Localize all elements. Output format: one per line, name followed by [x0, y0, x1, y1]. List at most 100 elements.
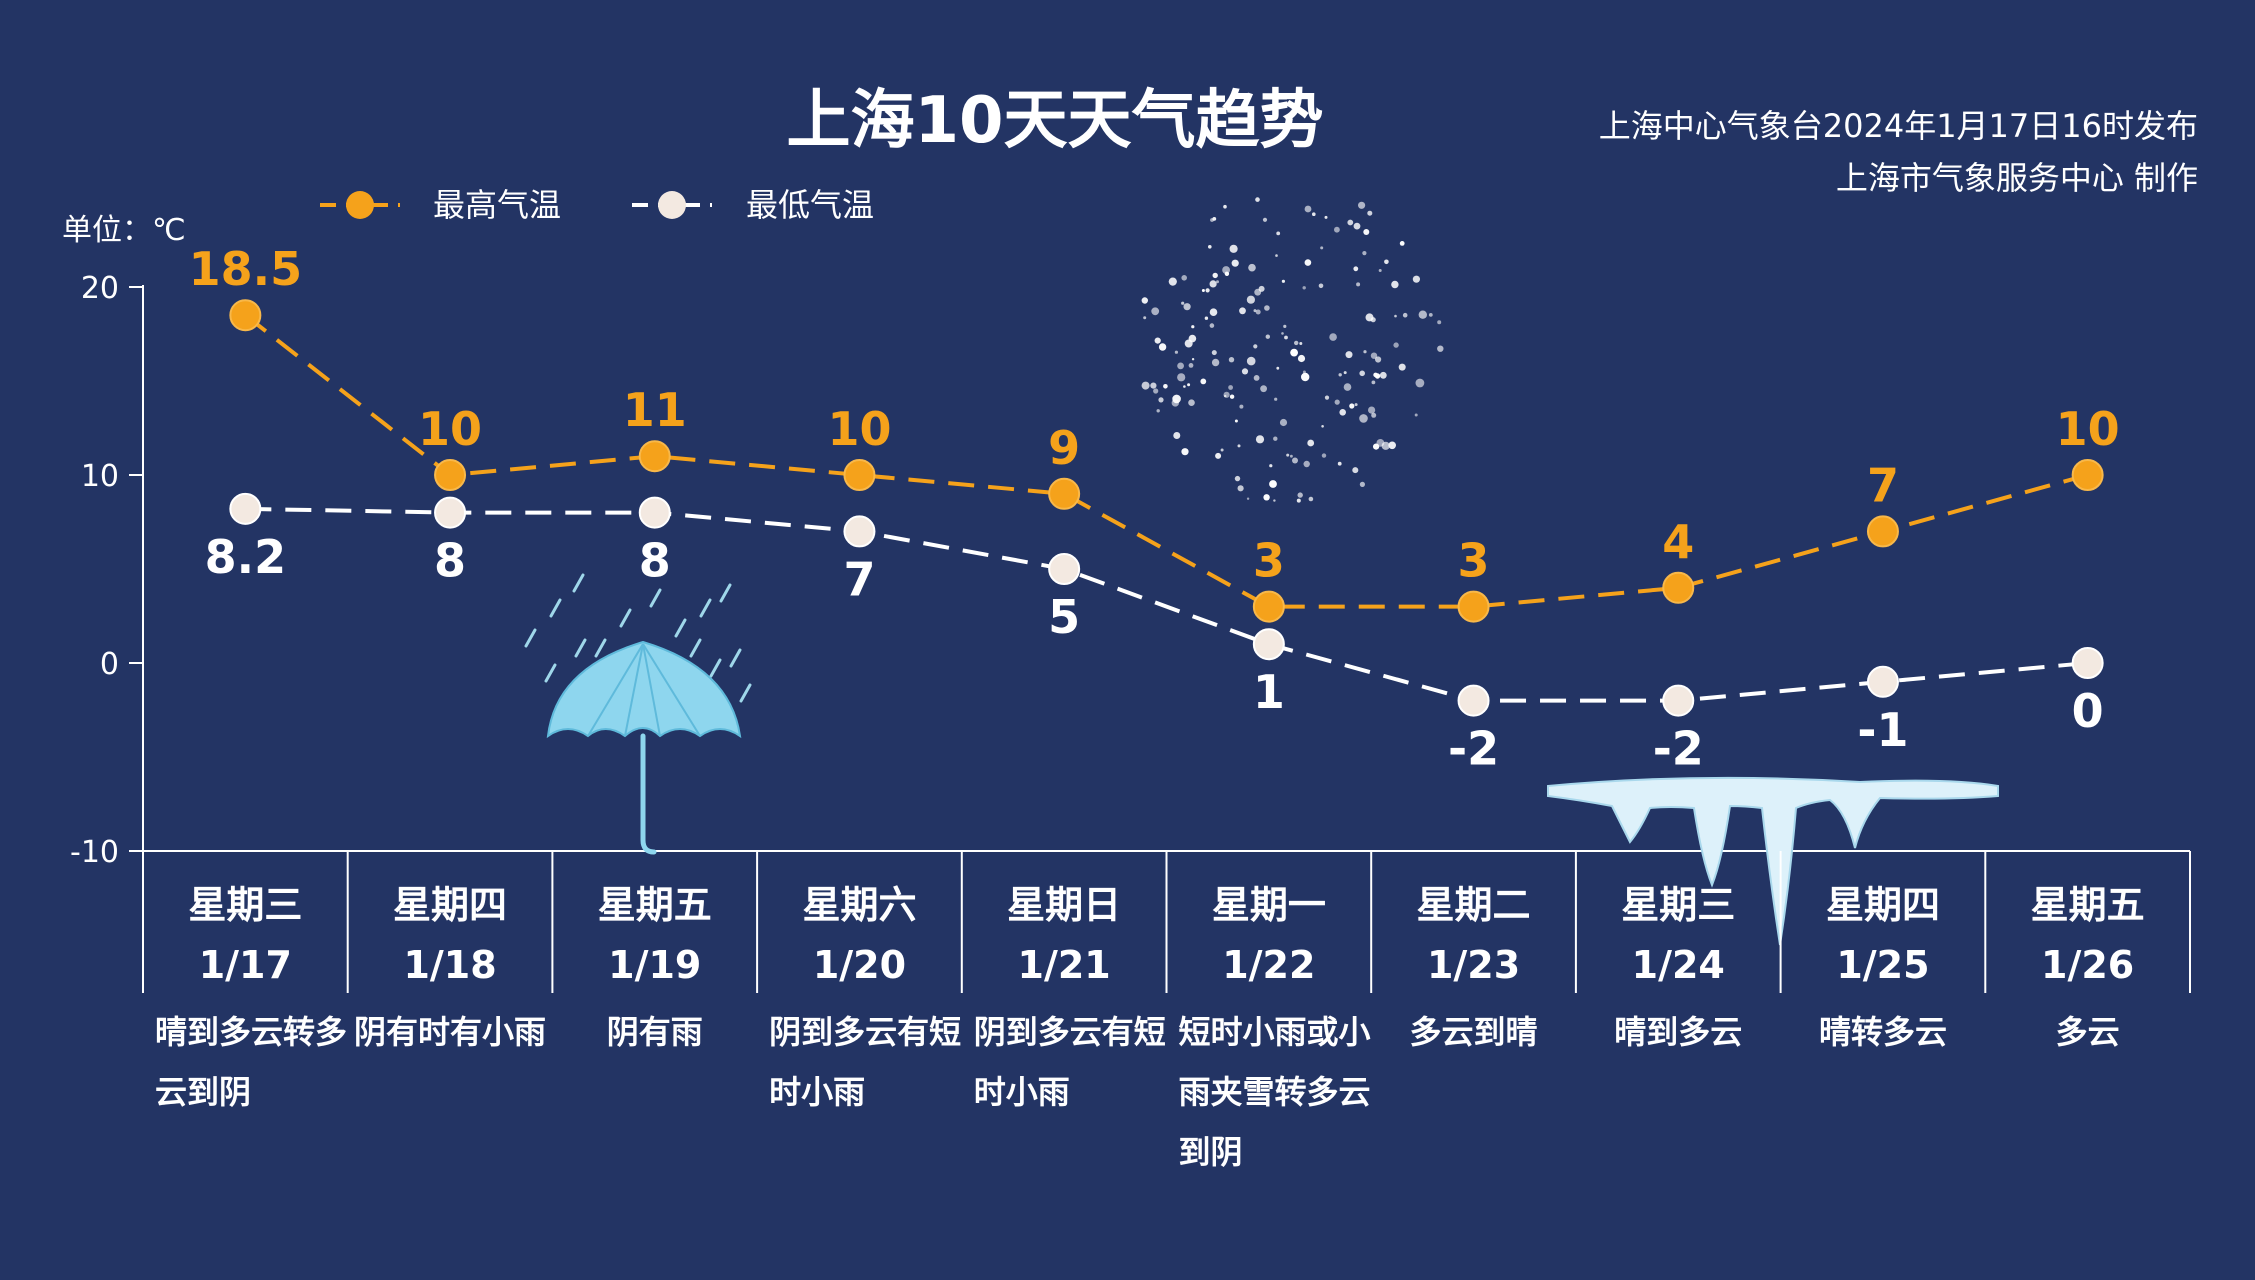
- snow-dot: [1181, 275, 1187, 281]
- day-date: 1/25: [1836, 943, 1929, 987]
- snow-dot: [1343, 371, 1347, 375]
- snow-dot: [1301, 372, 1310, 382]
- snow-dot: [1371, 412, 1377, 418]
- snow-dot: [1368, 406, 1376, 414]
- series-points: [229, 299, 2104, 717]
- snow-dot: [1168, 277, 1177, 286]
- high-point: [229, 299, 262, 332]
- snow-dot: [1239, 307, 1246, 315]
- snow-dot: [1338, 373, 1342, 377]
- day-weather: 短时小雨或小雨夹雪转多云到阴: [1179, 1013, 1371, 1171]
- snow-dot: [1228, 385, 1233, 390]
- snow-dot: [1281, 332, 1284, 335]
- day-weekday: 星期五: [2031, 883, 2145, 927]
- low-point: [2071, 647, 2104, 679]
- snow-dot: [1200, 378, 1207, 385]
- rain-drop: [594, 638, 607, 658]
- day-weather-line: 阴有雨: [607, 1013, 703, 1051]
- low-point: [1048, 553, 1081, 585]
- day-weekday: 星期二: [1417, 883, 1531, 927]
- series-lines: [244, 313, 2089, 703]
- rain-drop: [619, 608, 632, 628]
- snow-dot: [1415, 378, 1425, 388]
- legend-high-label: 最高气温: [433, 186, 561, 224]
- snow-dot: [1391, 280, 1399, 289]
- day-weekday: 星期日: [1007, 883, 1121, 927]
- snow-dot: [1237, 444, 1241, 448]
- umbrella-rain-icon: [524, 573, 752, 855]
- snow-dot: [1274, 397, 1278, 401]
- snow-dot: [1370, 352, 1378, 359]
- day-date: 1/24: [1632, 943, 1725, 987]
- snow-dot: [1264, 305, 1270, 311]
- snow-dot: [1181, 301, 1185, 305]
- snow-dot: [1354, 403, 1358, 407]
- snow-dot: [1191, 325, 1195, 329]
- day-weather-line: 多云到晴: [1410, 1013, 1538, 1051]
- snow-dot: [1292, 457, 1298, 464]
- day-weekday: 星期一: [1212, 883, 1326, 927]
- snow-dot: [1231, 259, 1239, 267]
- snow-dot: [1187, 383, 1191, 387]
- day-date: 1/22: [1222, 943, 1315, 987]
- snow-dot: [1158, 343, 1167, 351]
- day-weather-line: 阴有时有小雨: [354, 1013, 546, 1051]
- snowflakes-icon: [1141, 197, 1444, 503]
- snow-dot: [1373, 372, 1378, 378]
- snow-dot: [1171, 399, 1180, 407]
- snow-dot: [1177, 373, 1186, 382]
- day-weather: 晴到多云转多云到阴: [155, 1013, 347, 1111]
- snow-dot: [1290, 348, 1298, 357]
- snow-dot: [1253, 309, 1257, 313]
- high-point: [1457, 590, 1490, 623]
- snow-dot: [1375, 356, 1382, 363]
- day-weather: 多云到晴: [1410, 1013, 1538, 1051]
- snow-dot: [1367, 210, 1373, 216]
- rain-drop: [524, 628, 537, 648]
- day-weather: 阴有雨: [607, 1013, 703, 1051]
- snow-dot: [1210, 218, 1214, 222]
- snow-dot: [1299, 342, 1303, 345]
- rain-drop: [649, 588, 662, 608]
- snow-dot: [1358, 201, 1366, 209]
- snow-dot: [1246, 295, 1255, 304]
- snow-dot: [1359, 414, 1368, 423]
- snow-dot: [1255, 435, 1265, 444]
- snow-dot: [1156, 409, 1160, 413]
- snow-dot: [1363, 229, 1370, 235]
- snow-dot: [1228, 357, 1235, 363]
- snow-dot: [1393, 342, 1399, 348]
- legend: 最高气温 最低气温: [320, 186, 874, 224]
- snow-dot: [1181, 448, 1189, 456]
- rain-drop: [709, 658, 722, 678]
- low-line: [245, 506, 2088, 703]
- rain-drop: [689, 638, 702, 658]
- snow-dot: [1414, 413, 1418, 417]
- snow-dot: [1163, 384, 1168, 389]
- rain-drop: [719, 583, 732, 603]
- high-point: [1662, 571, 1695, 604]
- day-date: 1/21: [1018, 943, 1111, 987]
- snow-dot: [1347, 219, 1354, 226]
- snow-dot: [1234, 475, 1241, 482]
- snow-dot: [1307, 439, 1315, 447]
- snow-dot: [1269, 464, 1273, 468]
- low-point: [229, 492, 262, 525]
- high-point: [843, 459, 876, 491]
- low-value-label: 8.2: [205, 530, 287, 584]
- snow-dot: [1262, 217, 1268, 222]
- day-weather-line: 雨夹雪转多云: [1179, 1073, 1371, 1111]
- snow-dot: [1239, 404, 1244, 409]
- snow-dot: [1304, 205, 1312, 213]
- day-date: 1/19: [608, 943, 701, 987]
- snow-dot: [1173, 432, 1181, 439]
- snow-dot: [1229, 244, 1238, 253]
- high-value-label: 9: [1048, 421, 1080, 475]
- snow-dot: [1412, 275, 1420, 283]
- day-weather-line: 短时小雨或小: [1179, 1013, 1371, 1051]
- decorations: [524, 197, 1999, 946]
- snow-dot: [1324, 395, 1330, 400]
- day-date: 1/26: [2041, 943, 2134, 987]
- snow-dot: [1269, 480, 1277, 488]
